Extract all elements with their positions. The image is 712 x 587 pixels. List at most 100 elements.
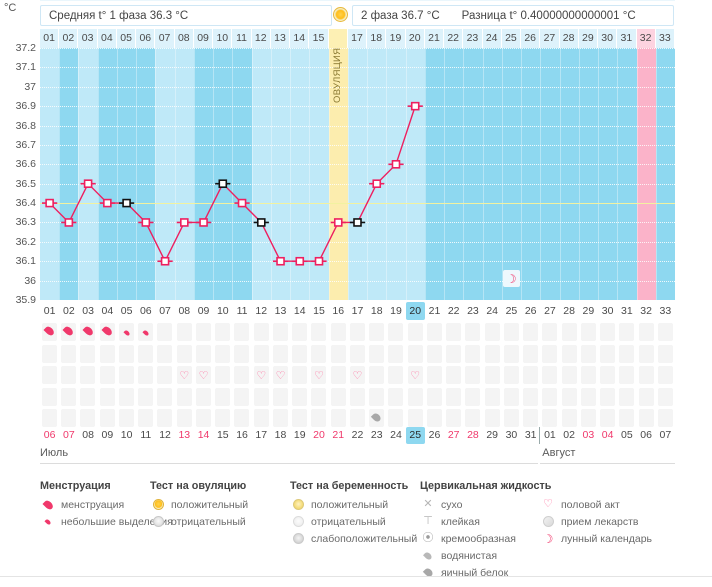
sex-cell-day-11[interactable] <box>232 365 251 386</box>
sex-cell-day-03[interactable] <box>78 365 97 386</box>
cm-cell-day-32[interactable] <box>637 387 656 408</box>
temperature-point-day-07[interactable] <box>160 256 170 266</box>
med-cell-day-25[interactable] <box>502 408 521 429</box>
temperature-point-day-16[interactable] <box>333 218 343 227</box>
cycle-day-15[interactable]: 15 <box>313 305 325 317</box>
med-cell-day-08[interactable] <box>175 408 194 429</box>
calendar-date-21[interactable]: 21 <box>332 429 345 441</box>
ovtest-cell-day-10[interactable] <box>213 344 232 365</box>
cm-cell-day-19[interactable] <box>386 387 405 408</box>
mens-cell-day-09[interactable] <box>194 322 213 343</box>
mens-cell-day-19[interactable] <box>386 322 405 343</box>
ovtest-cell-day-20[interactable] <box>406 344 425 365</box>
mens-cell-day-23[interactable] <box>463 322 482 343</box>
cm-cell-day-23[interactable] <box>463 387 482 408</box>
medication-row[interactable] <box>40 408 675 429</box>
calendar-date-19[interactable]: 19 <box>293 429 306 441</box>
cm-cell-day-09[interactable] <box>194 387 213 408</box>
sex-cell-day-32[interactable] <box>637 365 656 386</box>
med-cell-day-05[interactable] <box>117 408 136 429</box>
calendar-date-row[interactable]: 06 07 08 09 10 11 12 13 14 15 16 17 18 19 20 21 22 23 24 25… <box>40 427 675 444</box>
mens-cell-day-11[interactable] <box>232 322 251 343</box>
med-cell-day-32[interactable] <box>637 408 656 429</box>
med-cell-day-29[interactable] <box>579 408 598 429</box>
mens-cell-day-07[interactable] <box>155 322 174 343</box>
med-cell-day-06[interactable] <box>136 408 155 429</box>
cycle-day-24[interactable]: 24 <box>486 305 499 317</box>
mens-cell-day-16[interactable] <box>329 322 348 343</box>
cycle-day-03[interactable]: 03 <box>82 305 94 317</box>
cm-cell-day-26[interactable] <box>521 387 540 408</box>
cycle-day-11[interactable]: 11 <box>236 305 248 317</box>
medication-icon-cell-day-18[interactable] <box>367 408 386 429</box>
ovtest-cell-day-31[interactable] <box>617 344 636 365</box>
cm-cell-day-33[interactable] <box>656 387 675 408</box>
mens-cell-day-14[interactable] <box>290 322 309 343</box>
temperature-point-day-12[interactable] <box>256 218 266 227</box>
med-cell-day-13[interactable] <box>271 408 290 429</box>
ovtest-cell-day-29[interactable] <box>579 344 598 365</box>
med-cell-day-01[interactable] <box>40 408 59 429</box>
calendar-date-07[interactable]: 07 <box>63 429 75 441</box>
calendar-date-14[interactable]: 14 <box>197 429 210 441</box>
mens-cell-day-26[interactable] <box>521 322 540 343</box>
cm-cell-day-14[interactable] <box>290 387 309 408</box>
ovtest-cell-day-16[interactable] <box>329 344 348 365</box>
menstruation-light-icon-cell-day-05[interactable] <box>117 322 136 343</box>
cycle-day-26[interactable]: 26 <box>524 305 537 317</box>
sex-cell-day-04[interactable] <box>98 365 117 386</box>
ovtest-cell-day-25[interactable] <box>502 344 521 365</box>
cycle-day-04[interactable]: 04 <box>101 305 114 317</box>
ovtest-cell-day-32[interactable] <box>637 344 656 365</box>
ovtest-cell-day-19[interactable] <box>386 344 405 365</box>
temperature-point-day-14[interactable] <box>295 256 305 266</box>
calendar-date-18[interactable]: 18 <box>274 429 287 441</box>
mens-cell-day-32[interactable] <box>637 322 656 343</box>
calendar-date-10[interactable]: 10 <box>120 429 133 441</box>
cycle-day-33[interactable]: 33 <box>659 305 672 317</box>
cm-cell-day-15[interactable] <box>309 387 328 408</box>
calendar-date-31[interactable]: 31 <box>524 429 537 441</box>
sex-cell-day-07[interactable] <box>155 365 174 386</box>
sex-cell-day-28[interactable] <box>560 365 579 386</box>
ovtest-cell-day-02[interactable] <box>59 344 78 365</box>
med-cell-day-21[interactable] <box>425 408 444 429</box>
calendar-date-01[interactable]: 01 <box>544 429 556 441</box>
ovtest-cell-day-22[interactable] <box>444 344 463 365</box>
cm-cell-day-10[interactable] <box>213 387 232 408</box>
med-cell-day-10[interactable] <box>213 408 232 429</box>
menstruation-row[interactable] <box>40 322 675 343</box>
med-cell-day-30[interactable] <box>598 408 617 429</box>
ovtest-cell-day-14[interactable] <box>290 344 309 365</box>
mens-cell-day-10[interactable] <box>213 322 232 343</box>
mens-cell-day-21[interactable] <box>425 322 444 343</box>
cycle-day-14[interactable]: 14 <box>293 305 306 317</box>
temperature-point-day-02[interactable] <box>64 218 74 227</box>
mens-cell-day-25[interactable] <box>502 322 521 343</box>
ovtest-cell-day-08[interactable] <box>175 344 194 365</box>
med-cell-day-02[interactable] <box>59 408 78 429</box>
cm-cell-day-08[interactable] <box>175 387 194 408</box>
calendar-date-08[interactable]: 08 <box>82 429 94 441</box>
med-cell-day-07[interactable] <box>155 408 174 429</box>
phase1-average-box[interactable]: Средняя t° 1 фаза 36.3 °C <box>40 5 332 26</box>
cycle-day-28[interactable]: 28 <box>563 305 575 317</box>
temperature-point-day-11[interactable] <box>237 198 247 208</box>
cm-cell-day-20[interactable] <box>406 387 425 408</box>
sex-cell-day-02[interactable] <box>59 365 78 386</box>
mens-cell-day-22[interactable] <box>444 322 463 343</box>
ovtest-cell-day-17[interactable] <box>348 344 367 365</box>
sex-cell-day-05[interactable] <box>117 365 136 386</box>
sexual-activity-heart-icon-cell-day-15[interactable]: ♡ <box>309 365 328 386</box>
ovtest-cell-day-15[interactable] <box>309 344 328 365</box>
sex-cell-day-16[interactable] <box>329 365 348 386</box>
ovtest-cell-day-11[interactable] <box>232 344 251 365</box>
cm-cell-day-02[interactable] <box>59 387 78 408</box>
calendar-date-07[interactable]: 07 <box>659 429 672 441</box>
calendar-date-17[interactable]: 17 <box>255 429 268 441</box>
temperature-point-day-08[interactable] <box>180 218 189 227</box>
calendar-date-13[interactable]: 13 <box>178 429 191 441</box>
cm-cell-day-04[interactable] <box>98 387 117 408</box>
cm-cell-day-11[interactable] <box>232 387 251 408</box>
calendar-date-03[interactable]: 03 <box>582 429 595 441</box>
